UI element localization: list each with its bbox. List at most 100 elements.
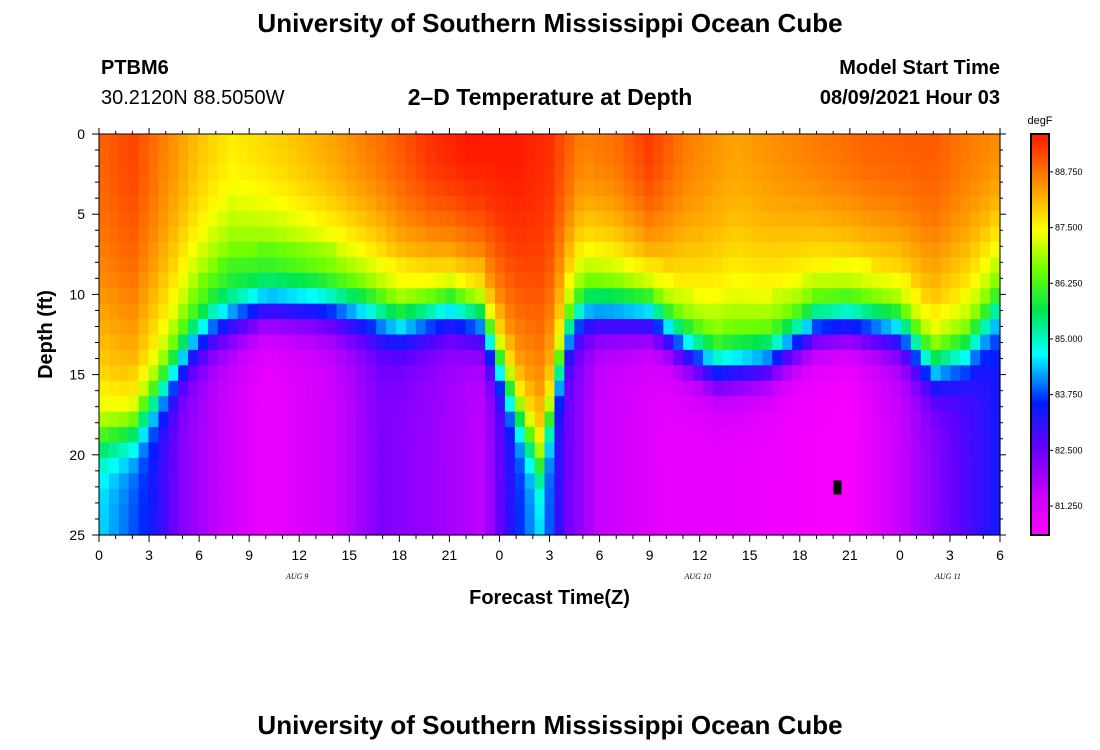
heatmap-cell — [306, 241, 318, 258]
heatmap-cell — [99, 149, 110, 166]
heatmap-cell — [732, 519, 744, 536]
heatmap-cell — [495, 442, 506, 459]
heatmap-cell — [772, 272, 783, 289]
heatmap-cell — [960, 288, 971, 305]
heatmap-cell — [118, 195, 130, 212]
heatmap-cell — [801, 149, 813, 166]
heatmap-cell — [683, 365, 694, 382]
heatmap-cell — [851, 457, 862, 474]
heatmap-cell — [574, 504, 585, 521]
heatmap-cell — [742, 334, 754, 351]
heatmap-cell — [306, 134, 318, 151]
heatmap-cell — [118, 164, 130, 181]
heatmap-cell — [128, 319, 140, 336]
heatmap-cell — [940, 319, 952, 336]
heatmap-cell — [534, 396, 546, 413]
heatmap-cell — [287, 519, 298, 536]
heatmap-cell — [257, 519, 268, 536]
heatmap-cell — [792, 473, 803, 490]
heatmap-cell — [712, 319, 724, 336]
heatmap-cell — [287, 349, 298, 366]
heatmap-cell — [188, 164, 199, 181]
heatmap-cell — [188, 411, 199, 428]
heatmap-cell — [990, 411, 1001, 428]
heatmap-cell — [811, 241, 823, 258]
heatmap-cell — [524, 319, 536, 336]
heatmap-cell — [564, 195, 575, 212]
heatmap-cell — [504, 149, 516, 166]
heatmap-cell — [326, 334, 338, 351]
heatmap-cell — [485, 195, 496, 212]
heatmap-cell — [198, 457, 209, 474]
heatmap-cell — [138, 427, 150, 444]
heatmap-cell — [811, 226, 823, 243]
heatmap-cell — [633, 226, 645, 243]
heatmap-cell — [683, 396, 694, 413]
heatmap-cell — [970, 211, 981, 228]
heatmap-cell — [415, 257, 427, 274]
heatmap-cell — [752, 272, 763, 289]
heatmap-cell — [881, 211, 892, 228]
heatmap-cell — [366, 349, 377, 366]
heatmap-cell — [227, 303, 239, 320]
heatmap-cell — [881, 272, 892, 289]
heatmap-cell — [940, 442, 952, 459]
heatmap-cell — [623, 411, 635, 428]
heatmap-cell — [871, 380, 882, 397]
heatmap-cell — [772, 164, 783, 181]
heatmap-cell — [207, 349, 219, 366]
heatmap-cell — [386, 288, 397, 305]
page-title-bottom: University of Southern Mississippi Ocean… — [257, 710, 843, 740]
heatmap-cell — [673, 319, 684, 336]
heatmap-cell — [831, 442, 843, 459]
heatmap-cell — [524, 288, 536, 305]
heatmap-cell — [920, 195, 932, 212]
heatmap-cell — [782, 365, 793, 382]
heatmap-cell — [396, 211, 407, 228]
heatmap-cell — [693, 211, 704, 228]
heatmap-cell — [118, 380, 130, 397]
heatmap-cell — [217, 427, 229, 444]
heatmap-cell — [683, 504, 694, 521]
heatmap-cell — [475, 427, 486, 444]
heatmap-cell — [99, 134, 110, 151]
heatmap-cell — [356, 303, 367, 320]
heatmap-cell — [108, 473, 120, 490]
heatmap-cell — [346, 396, 358, 413]
heatmap-cell — [584, 288, 595, 305]
heatmap-cell — [752, 164, 763, 181]
heatmap-cell — [564, 427, 575, 444]
heatmap-cell — [455, 349, 466, 366]
y-tick-label: 10 — [69, 286, 85, 302]
heatmap-cell — [128, 288, 140, 305]
heatmap-cell — [158, 288, 169, 305]
heatmap-cell — [990, 519, 1001, 536]
heatmap-cell — [366, 149, 377, 166]
heatmap-cell — [207, 488, 219, 505]
heatmap-cell — [613, 319, 625, 336]
heatmap-cell — [930, 349, 942, 366]
heatmap-cell — [386, 396, 397, 413]
heatmap-cell — [722, 303, 734, 320]
heatmap-cell — [752, 134, 763, 151]
heatmap-cell — [930, 241, 942, 258]
heatmap-cell — [217, 411, 229, 428]
heatmap-cell — [643, 257, 655, 274]
heatmap-cell — [366, 473, 377, 490]
heatmap-cell — [425, 365, 437, 382]
heatmap-cell — [168, 180, 179, 197]
heatmap-cell — [198, 257, 209, 274]
heatmap-cell — [227, 349, 239, 366]
colorbar-tick-label: 86.250 — [1055, 278, 1083, 288]
heatmap-cell — [673, 396, 684, 413]
heatmap-cell — [524, 180, 536, 197]
heatmap-cell — [465, 504, 476, 521]
heatmap-cell — [792, 457, 803, 474]
heatmap-cell — [841, 504, 853, 521]
heatmap-cell — [534, 349, 546, 366]
heatmap-cell — [257, 457, 268, 474]
heatmap-cell — [316, 272, 328, 289]
heatmap-cell — [207, 272, 219, 289]
heatmap-cell — [425, 257, 437, 274]
heatmap-cell — [415, 411, 427, 428]
